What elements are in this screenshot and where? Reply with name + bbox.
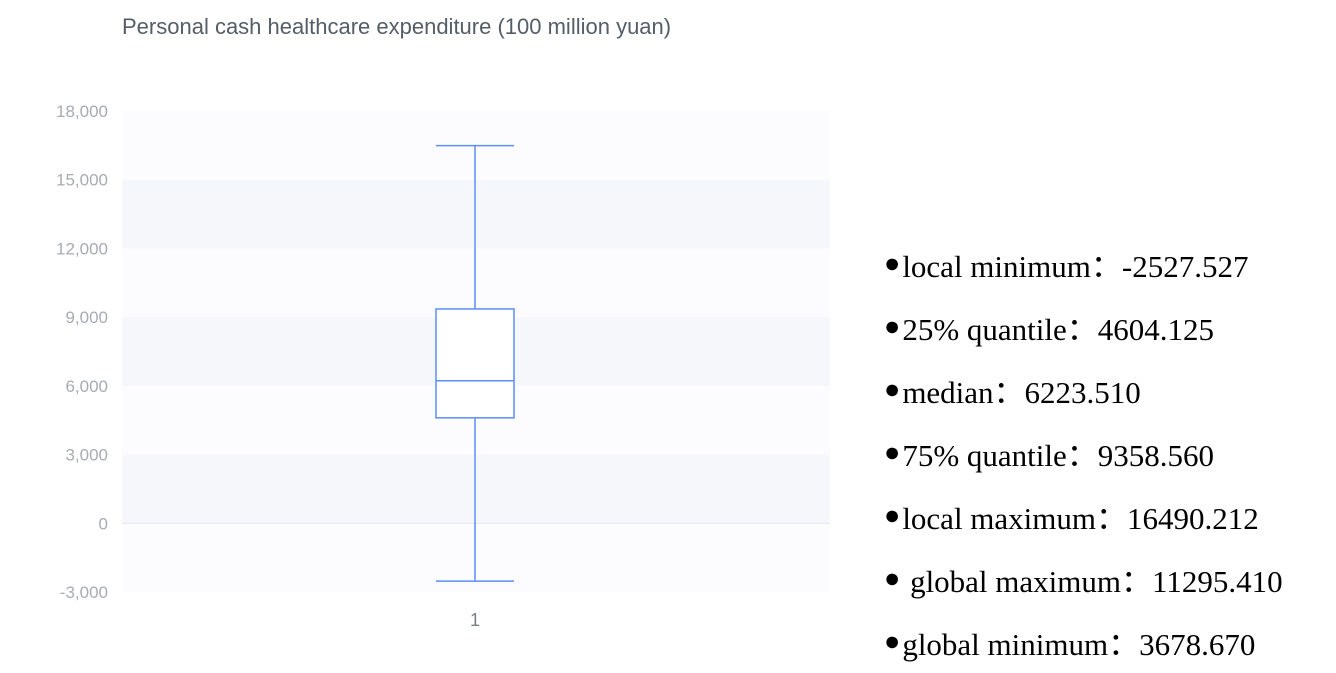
stat-label: global maximum：11295.410 — [902, 564, 1283, 599]
stat-label: 25% quantile：4604.125 — [902, 312, 1214, 347]
grid-band — [122, 179, 830, 249]
y-tick-label: 18,000 — [56, 102, 108, 121]
iqr-box — [435, 308, 515, 419]
stat-global-minimum: ● global minimum：3678.670 — [884, 610, 1334, 673]
stat-25-quantile: ● 25% quantile：4604.125 — [884, 295, 1334, 358]
x-axis: 1 — [470, 610, 480, 630]
y-axis: 18,000 15,000 12,000 9,000 6,000 3,000 0 -3,000 — [56, 102, 108, 602]
bullet-icon: ● — [884, 374, 901, 404]
box-plot-chart: 18,000 15,000 12,000 9,000 6,000 3,000 0 -3,000… — [56, 102, 830, 630]
stat-label: local minimum：-2527.527 — [902, 249, 1249, 284]
box-series — [435, 144, 515, 582]
bullet-icon: ● — [884, 626, 901, 656]
bullet-icon: ● — [884, 500, 901, 530]
grid-band — [122, 454, 830, 524]
stat-median: ● median：6223.510 — [884, 358, 1334, 421]
stat-label: global minimum：3678.670 — [902, 627, 1256, 662]
stat-label: 75% quantile：9358.560 — [902, 438, 1214, 473]
y-tick-label: 3,000 — [65, 446, 108, 465]
bullet-icon: ● — [884, 248, 901, 278]
y-tick-label: 12,000 — [56, 239, 108, 258]
y-tick-label: 0 — [99, 514, 108, 533]
chart-title: Personal cash healthcare expenditure (10… — [122, 14, 672, 39]
stat-75-quantile: ● 75% quantile：9358.560 — [884, 421, 1334, 484]
stat-global-maximum: ● global maximum：11295.410 — [884, 547, 1334, 610]
stat-local-maximum: ● local maximum：16490.212 — [884, 484, 1334, 547]
grid-band — [122, 248, 830, 318]
bullet-icon: ● — [884, 563, 901, 593]
stat-label: local maximum：16490.212 — [902, 501, 1259, 536]
y-tick-label: -3,000 — [60, 583, 108, 602]
x-tick-label: 1 — [470, 610, 480, 630]
bullet-icon: ● — [884, 311, 901, 341]
y-tick-label: 6,000 — [65, 377, 108, 396]
stats-panel: ● local minimum：-2527.527 ● 25% quantile… — [884, 232, 1334, 673]
bullet-icon: ● — [884, 437, 901, 467]
y-tick-label: 15,000 — [56, 171, 108, 190]
y-tick-label: 9,000 — [65, 308, 108, 327]
stat-label: median：6223.510 — [902, 375, 1141, 410]
stat-local-minimum: ● local minimum：-2527.527 — [884, 232, 1334, 295]
